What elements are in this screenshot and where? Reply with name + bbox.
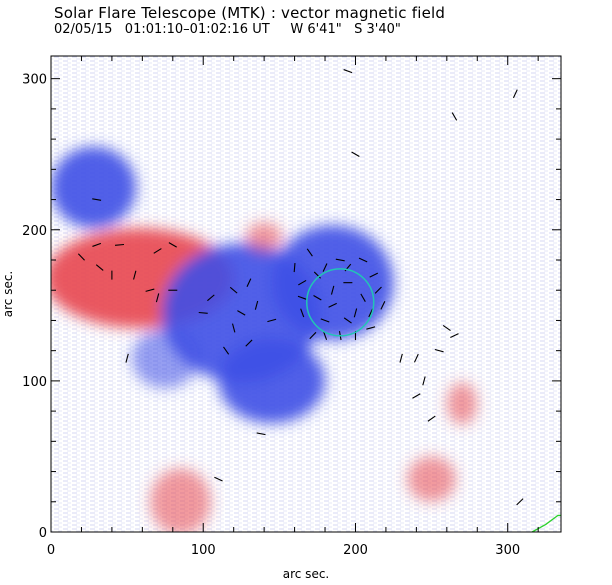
field-vector-47 [297, 295, 307, 300]
field-vector-54 [427, 415, 436, 422]
x-tick-label: 0 [47, 543, 55, 558]
positive-polarity-region-8 [407, 456, 456, 502]
field-vector-3 [92, 242, 102, 247]
field-vector-18 [223, 346, 230, 355]
field-vector-14 [237, 310, 246, 316]
field-vector-12 [207, 294, 215, 302]
x-tick-label: 300 [495, 543, 520, 558]
observation-time-range: 01:01:10–01:02:16 UT [124, 22, 270, 37]
field-vector-31 [320, 318, 330, 323]
field-vector-15 [246, 278, 252, 287]
field-vector-63 [92, 198, 102, 201]
field-vector-39 [380, 301, 386, 310]
field-vector-59 [412, 393, 421, 399]
y-tick-label: 300 [22, 73, 47, 88]
field-vector-29 [369, 272, 379, 278]
plot-frame [50, 55, 562, 533]
field-vector-60 [256, 432, 266, 436]
field-vector-50 [422, 376, 426, 386]
field-contours [306, 268, 561, 532]
field-vector-17 [231, 323, 236, 333]
y-tick-label: 0 [39, 526, 47, 541]
field-vector-10 [168, 242, 177, 248]
field-vector-25 [322, 263, 328, 272]
field-vector-6 [133, 270, 137, 280]
field-vector-4 [114, 243, 125, 246]
field-vector-58 [451, 112, 458, 121]
field-vector-19 [245, 339, 253, 347]
field-vector-7 [145, 288, 155, 292]
field-vector-34 [343, 317, 352, 324]
map-title: Solar Flare Telescope (MTK) : vector mag… [54, 4, 446, 22]
observation-info: 02/05/15 01:01:10–01:02:16 UT W 6'41" S … [54, 22, 401, 37]
field-vector-52 [442, 324, 451, 332]
transverse-field-vectors [77, 69, 524, 506]
y-axis-label: arc sec. [1, 271, 15, 317]
negative-polarity-region-0 [51, 146, 137, 229]
field-vector-8 [155, 293, 160, 303]
field-vector-11 [198, 311, 208, 314]
position-south: S 3'40" [354, 22, 401, 37]
field-vector-23 [306, 248, 313, 257]
y-tick-label: 200 [22, 224, 47, 239]
field-vector-16 [254, 300, 259, 310]
field-vector-55 [351, 151, 360, 157]
polarity-regions [51, 146, 478, 532]
x-tick-label: 200 [343, 543, 368, 558]
negative-polarity-region-4 [131, 328, 199, 389]
field-vector-24 [313, 271, 321, 279]
position-west: W 6'41" [290, 22, 342, 37]
field-vector-53 [450, 333, 459, 338]
field-vector-41 [322, 331, 328, 340]
field-vector-30 [313, 295, 322, 301]
x-axis-label: arc sec. [283, 567, 329, 581]
field-vector-28 [358, 257, 368, 263]
field-vector-36 [360, 293, 366, 302]
y-tick-label: 100 [22, 375, 47, 390]
limb-contour [531, 514, 561, 532]
field-vector-40 [309, 331, 317, 340]
field-vector-46 [300, 308, 305, 318]
positive-polarity-region-6 [245, 222, 283, 253]
field-vector-38 [374, 286, 382, 294]
field-vector-61 [214, 476, 223, 482]
field-vector-48 [399, 353, 403, 363]
field-vector-32 [328, 302, 337, 308]
observation-date: 02/05/15 [54, 22, 113, 37]
field-vector-42 [330, 285, 335, 295]
field-vector-57 [512, 89, 518, 99]
field-vector-49 [413, 353, 419, 363]
field-vector-5 [153, 248, 162, 254]
field-vector-26 [335, 258, 345, 262]
field-vector-0 [77, 253, 85, 261]
field-vector-1 [95, 264, 104, 271]
sunspot-contour [306, 268, 375, 337]
positive-polarity-region-9 [446, 382, 478, 425]
x-tick-label: 100 [191, 543, 216, 558]
positive-polarity-region-7 [149, 468, 211, 532]
negative-polarity-region-3 [271, 225, 394, 341]
field-vector-56 [343, 69, 353, 74]
field-vector-21 [293, 263, 296, 273]
field-vector-37 [368, 308, 374, 318]
field-vector-13 [229, 286, 238, 294]
field-vector-45 [366, 326, 376, 330]
field-vector-64 [125, 353, 129, 363]
field-vector-62 [516, 498, 524, 506]
axes: 0 100 200 300 0 100 200 300 [22, 56, 561, 558]
field-vector-51 [434, 348, 444, 353]
field-vector-20 [267, 318, 277, 323]
field-vector-22 [298, 279, 307, 286]
negative-polarity-region-5 [218, 338, 326, 424]
field-vector-35 [353, 308, 358, 318]
